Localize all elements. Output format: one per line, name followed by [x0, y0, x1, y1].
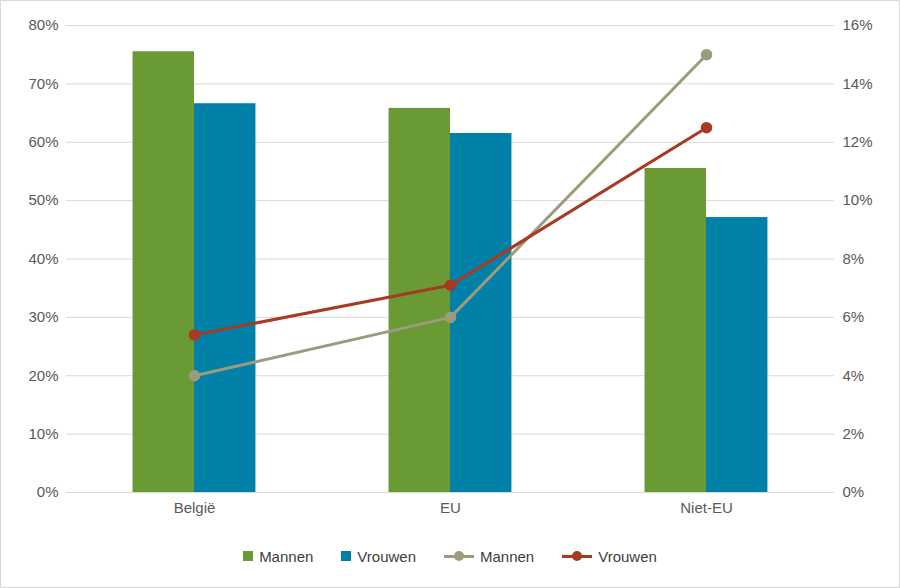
svg-text:70%: 70%: [28, 75, 58, 92]
svg-text:10%: 10%: [843, 191, 873, 208]
svg-text:30%: 30%: [28, 308, 58, 325]
svg-text:20%: 20%: [28, 367, 58, 384]
html-text:Vrouwen: Vrouwen: [357, 547, 416, 565]
svg-text:Niet-EU: Niet-EU: [680, 499, 733, 516]
svg-text:12%: 12%: [843, 133, 873, 150]
svg-text:14%: 14%: [843, 75, 873, 92]
svg-text:0%: 0%: [843, 483, 865, 500]
svg-text:0%: 0%: [37, 483, 59, 500]
svg-text:60%: 60%: [28, 133, 58, 150]
svg-text:6%: 6%: [843, 308, 865, 325]
svg-text:4%: 4%: [843, 367, 865, 384]
svg-text:80%: 80%: [28, 16, 58, 33]
html-text:Vrouwen: Vrouwen: [598, 547, 657, 565]
html-text:Mannen: Mannen: [480, 547, 535, 565]
svg-text:EU: EU: [440, 499, 461, 516]
svg-text:België: België: [174, 499, 216, 516]
svg-text:40%: 40%: [28, 250, 58, 267]
svg-text:10%: 10%: [28, 425, 58, 442]
svg-text:16%: 16%: [843, 16, 873, 33]
html-text:Mannen: Mannen: [259, 547, 314, 565]
svg-text:2%: 2%: [843, 425, 865, 442]
svg-text:50%: 50%: [28, 191, 58, 208]
svg-text:8%: 8%: [843, 250, 865, 267]
